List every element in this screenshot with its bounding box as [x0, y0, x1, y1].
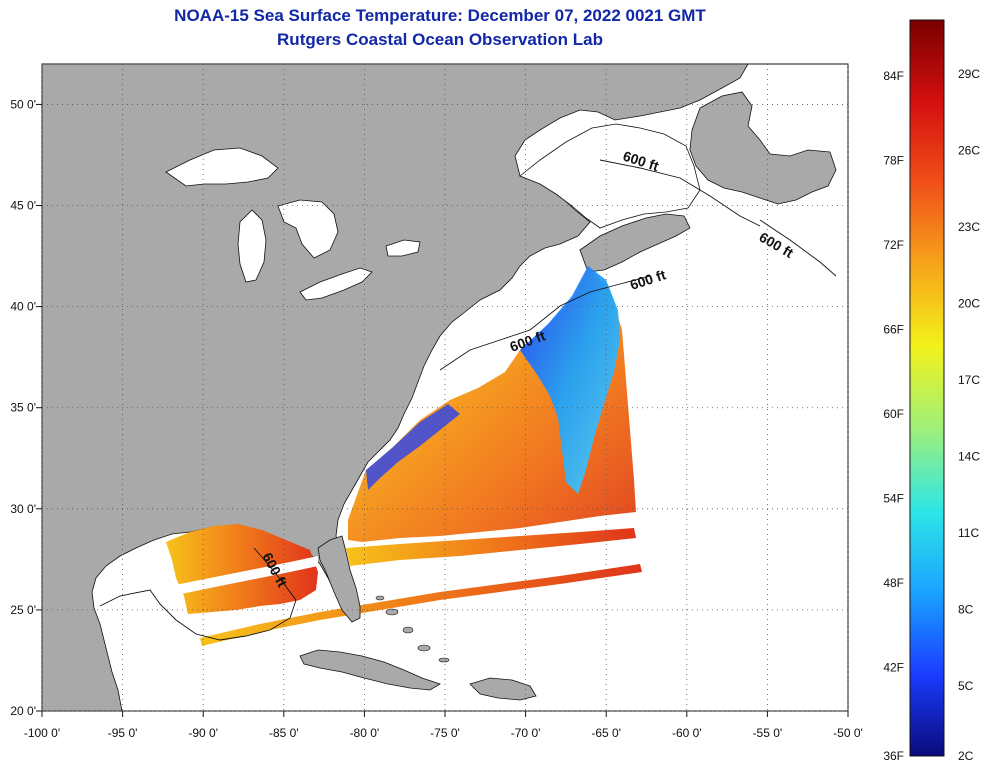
land-nova-scotia [579, 213, 691, 273]
colorbar-celsius-label: 23C [958, 220, 980, 234]
colorbar-fahrenheit-label: 42F [883, 661, 904, 675]
lat-tick-label: 50 0' [10, 97, 36, 111]
land-florida [317, 535, 361, 623]
colorbar-fahrenheit-label: 60F [883, 407, 904, 421]
colorbar-fahrenheit-label: 54F [883, 492, 904, 506]
land-newfoundland [689, 91, 837, 205]
land-hispaniola [469, 677, 537, 701]
lat-tick-label: 35 0' [10, 401, 36, 415]
isobath-600ft [99, 159, 837, 641]
lon-tick-label: -75 0' [430, 726, 460, 740]
sst-swath-coastal-cold [366, 404, 460, 490]
sst-swath-strip-b [200, 564, 642, 646]
colorbar-celsius-label: 26C [958, 144, 980, 158]
colorbar-celsius-label: 17C [958, 373, 980, 387]
colorbar-fahrenheit-label: 72F [883, 238, 904, 252]
great-lakes [165, 147, 421, 301]
colorbar-celsius-label: 11C [958, 526, 979, 540]
lat-tick-label: 20 0' [10, 704, 36, 718]
lon-tick-label: -85 0' [269, 726, 299, 740]
lat-tick-label: 45 0' [10, 199, 36, 213]
sst-gap-band [170, 556, 318, 596]
gulf-st-lawrence [519, 123, 701, 229]
lon-tick-label: -80 0' [350, 726, 380, 740]
axis-ticks: -100 0' -95 0' -90 0' -85 0' -80 0' -75 0' -70… [10, 97, 862, 740]
sst-swath-strip-a [346, 528, 636, 566]
colorbar-celsius-label: 14C [958, 450, 980, 464]
colorbar-fahrenheit-label: 78F [883, 154, 904, 168]
sst-swath-shelf [520, 266, 620, 494]
colorbar-fahrenheit-label: 48F [883, 576, 904, 590]
lat-tick-label: 40 0' [10, 300, 36, 314]
land-cuba [299, 649, 441, 691]
land-north-america [41, 63, 749, 712]
lon-tick-label: -70 0' [511, 726, 541, 740]
colorbar-celsius-label: 2C [958, 749, 974, 763]
lon-tick-label: -65 0' [591, 726, 621, 740]
colorbar-labels: 84F 78F 72F 66F 60F 54F 48F 42F 36F 29C 26C 23C 20C 1… [883, 67, 980, 763]
lon-tick-label: -60 0' [672, 726, 702, 740]
map-title: NOAA-15 Sea Surface Temperature: Decembe… [174, 6, 706, 25]
lon-tick-label: -55 0' [753, 726, 783, 740]
lon-tick-label: -90 0' [188, 726, 218, 740]
colorbar-fahrenheit-label: 84F [883, 69, 904, 83]
colorbar-celsius-label: 29C [958, 67, 980, 81]
colorbar-fahrenheit-label: 66F [883, 323, 904, 337]
lon-tick-label: -100 0' [24, 726, 60, 740]
colorbar [909, 19, 945, 757]
sst-swath-gulf [166, 524, 318, 614]
lat-tick-label: 30 0' [10, 502, 36, 516]
bahamas-islands [375, 595, 450, 663]
lon-tick-label: -95 0' [108, 726, 138, 740]
lon-tick-label: -50 0' [833, 726, 863, 740]
lat-tick-label: 25 0' [10, 603, 36, 617]
colorbar-celsius-label: 20C [958, 297, 980, 311]
colorbar-celsius-label: 8C [958, 603, 974, 617]
colorbar-fahrenheit-label: 36F [883, 749, 904, 763]
map-subtitle: Rutgers Coastal Ocean Observation Lab [277, 30, 603, 49]
colorbar-celsius-label: 5C [958, 679, 974, 693]
